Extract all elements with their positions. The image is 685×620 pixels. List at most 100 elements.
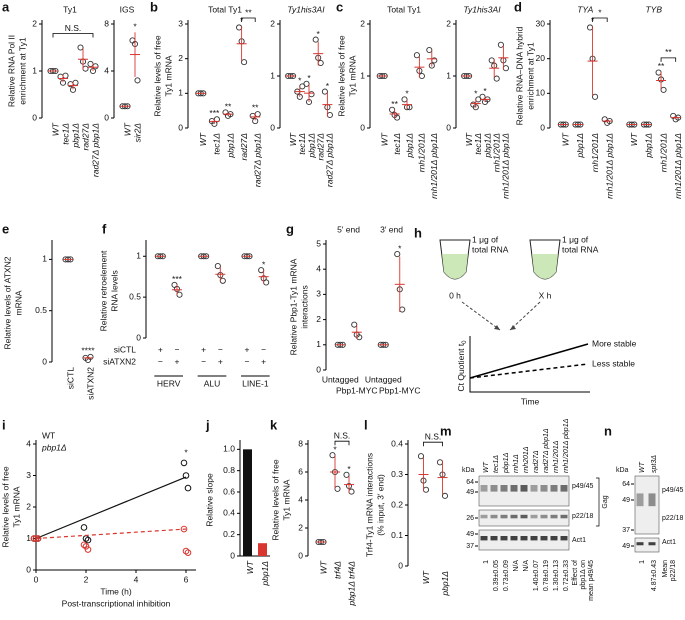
plot-title: Total Ty1 [387,4,421,14]
data-point [87,60,94,68]
x-tick-label: Pbp1-MYC [336,385,378,395]
data-point [413,52,420,59]
y-axis-label: Relative RNA–DNA hybrid [514,26,524,125]
condition-mark: − [218,344,223,354]
annotation: * [184,448,188,458]
data-point [182,472,190,479]
axis-label-sub: 0 [462,340,468,344]
data-point [214,263,221,270]
axis-label: Time [521,396,540,406]
data-point [418,72,425,80]
y-tick-label: 5 [316,238,321,248]
data-point [34,535,42,542]
x-tick-label: pbp1Δ [440,571,450,597]
y-tick-label: 0 [270,122,275,132]
x-tick-label: Untagged [365,374,402,384]
y-tick-label: 0 [178,122,183,132]
group-title: HERV [157,378,181,388]
quantification: 4.87±0.43 [651,560,658,591]
significance: * [333,444,337,454]
bracket [334,440,350,446]
y-tick-label: 0.8 [223,465,235,475]
x-tick-label: WT [50,122,60,136]
band [520,536,528,541]
marker-label: 37 [622,527,630,534]
y-tick-label: 0 [32,112,37,122]
condition-label: siCTL [114,344,136,354]
x-tick-label: rad27Δ [80,123,90,151]
quant-label: Effect of [572,560,579,586]
x-tick-label: pbp1Δ trf4Δ [346,561,356,607]
y-axis-label: Ty1 mRNA [281,479,291,520]
tube-liquid [532,254,558,279]
panel-letter: i [2,417,6,432]
data-point [80,524,88,531]
trend-line [35,476,187,540]
panel-letter: h [414,225,422,240]
y-tick-label: 1 [178,88,183,98]
y-tick-label: 0.4 [391,438,403,448]
y-axis-label: Relative Pbp1-Ty1 mRNA [288,258,298,355]
y-axis-label: mRNA [13,290,23,315]
arrow-head [494,325,516,330]
y-tick-label: 1 [26,533,31,543]
data-point [30,535,38,542]
band-label: p22/18 [662,515,684,522]
time-label: 0 h [449,290,461,300]
data-point [312,36,319,43]
data-point [308,91,315,98]
x-tick-label: pbp1Δ [260,561,270,587]
y-axis-label: Ty1 mRNA [347,55,357,96]
data-point [334,485,341,492]
group-title: ALU [204,378,221,388]
tube-liquid [442,254,468,279]
lane-label: rnh1Δ [513,454,520,473]
lane-label: rad27Δ [533,450,540,473]
significance: * [483,86,487,96]
x-tick-label: pbp1Δ [225,133,235,159]
marker-label: 64 [622,481,630,488]
plot-title: Ty1his3AI [463,4,501,14]
condition-mark: − [245,356,250,366]
data-point [32,535,40,542]
y-tick-label: 0 [104,112,109,122]
data-point [436,459,444,466]
bar [243,449,252,556]
x-tick-label: WT [561,132,571,146]
y-tick-label: 1 [316,339,321,349]
data-point [502,65,509,72]
time-label: X h [539,290,552,300]
y-tick-label: 0 [360,122,365,132]
data-point [394,251,401,258]
quantification: 1.30±0.13 [553,560,560,591]
group-title: TYA [577,4,593,14]
data-point [497,41,504,48]
bracket-label: N.S. [65,23,82,33]
y-tick-label: 4 [298,494,303,504]
band [480,536,488,541]
y-tick-label: 2 [446,18,451,28]
data-point [488,57,495,64]
x-tick-label: rnh1/201Δ [658,133,668,173]
data-point [180,525,188,533]
panel-letter: e [2,221,9,236]
condition-mark: + [158,344,163,354]
x-tick-label: WT [122,122,132,136]
band [636,542,644,546]
y-tick-label: 3 [26,470,31,480]
data-point [241,59,248,66]
x-tick-label: siCTL [65,367,75,389]
quantification: 0.73±0.09 [503,560,510,591]
data-point [182,547,190,555]
band [480,485,488,492]
data-point [249,112,256,119]
y-tick-label: 1 [446,70,451,80]
data-point [84,536,92,544]
y-axis-label: Relative retroelement [98,250,108,331]
data-point [592,93,599,100]
lane-label: rad27Δ pbp1Δ [543,428,550,473]
quantification: 0.39±0.05 [493,560,500,591]
y-tick-label: 1 [32,65,37,75]
band [520,514,528,519]
y-tick-label: 0 [26,564,31,574]
